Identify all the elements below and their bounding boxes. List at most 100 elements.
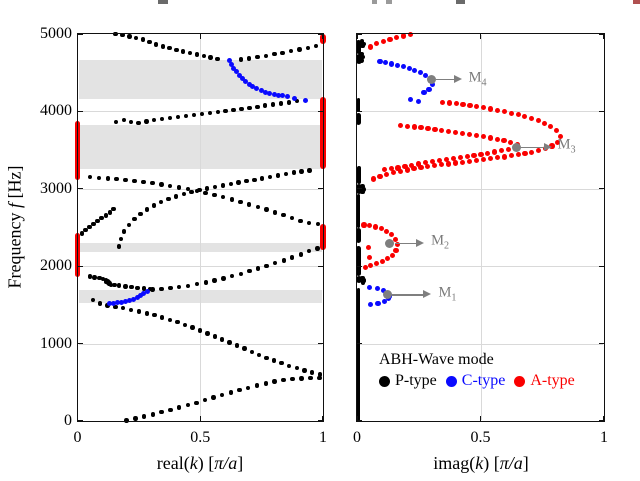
legend-item-p-type: P-type xyxy=(379,372,437,390)
axis-tick xyxy=(603,416,605,421)
a-type-data-point xyxy=(522,150,528,157)
p-type-data-point xyxy=(288,49,294,54)
a-type-data-point xyxy=(395,165,401,171)
a-type-data-point xyxy=(404,167,410,173)
p-type-data-point xyxy=(150,181,155,186)
a-type-data-point xyxy=(488,106,494,112)
axis-tick xyxy=(599,110,604,112)
p-type-data-point xyxy=(246,385,251,390)
p-type-data-point xyxy=(187,50,193,56)
axis-tick xyxy=(77,33,83,35)
p-type-data-point xyxy=(199,111,205,117)
p-type-data-point xyxy=(111,206,116,212)
c-type-data-point xyxy=(412,67,418,73)
p-type-data-point xyxy=(141,179,146,185)
a-type-data-point xyxy=(370,176,376,182)
p-type-data-point xyxy=(133,35,139,41)
p-type-data-point xyxy=(278,101,284,106)
a-type-data-point xyxy=(423,160,429,166)
p-type-data-point xyxy=(132,216,137,222)
p-type-data-point xyxy=(114,177,119,182)
a-type-data-point xyxy=(368,262,374,268)
vertical-gridline xyxy=(200,35,202,420)
y-tick-label: 0 xyxy=(64,412,72,429)
p-type-data-point xyxy=(185,403,190,408)
c-type-data-point xyxy=(366,284,372,290)
c-type-data-point xyxy=(275,92,281,98)
a-type-data-point xyxy=(407,32,414,38)
p-type-data-point xyxy=(264,355,269,360)
mode-label-subscript: 2 xyxy=(444,240,450,252)
a-type-data-point xyxy=(373,261,380,267)
p-type-data-point xyxy=(294,366,300,371)
axis-label-text: Frequency xyxy=(4,208,25,289)
a-type-data-point xyxy=(453,101,459,107)
p-type-data-point xyxy=(246,202,252,207)
a-type-data-point xyxy=(394,34,400,41)
p-type-data-point xyxy=(147,39,152,45)
axis-tick xyxy=(599,188,604,190)
p-type-data-point xyxy=(95,218,100,224)
p-type-data-point xyxy=(207,110,212,116)
p-type-data-point xyxy=(108,282,114,287)
axis-tick xyxy=(357,33,362,35)
p-type-data-point xyxy=(135,285,140,291)
a-type-data-point xyxy=(555,139,561,145)
a-type-data-point xyxy=(548,124,554,130)
p-type-data-point xyxy=(238,57,243,62)
p-type-data-point xyxy=(203,190,208,196)
p-type-data-point xyxy=(194,400,199,405)
p-type-data-point xyxy=(271,102,276,107)
p-type-data-point xyxy=(185,283,191,288)
cropped-caption-fragment xyxy=(633,0,640,4)
p-type-data-point xyxy=(294,99,300,104)
p-type-data-point xyxy=(246,56,252,61)
c-type-data-point xyxy=(280,93,286,99)
c-type-data-point xyxy=(226,57,232,63)
p-type-data-point xyxy=(361,41,366,46)
p-type-data-point xyxy=(97,276,102,281)
c-type-data-point xyxy=(271,91,277,97)
a-type-data-point xyxy=(439,99,445,105)
x-tick-label: 1 xyxy=(600,429,608,446)
mode-label: M3 xyxy=(558,137,576,156)
axis-label-text: π/a xyxy=(214,453,238,473)
p-type-data-point xyxy=(228,390,234,395)
p-type-data-point xyxy=(238,271,243,276)
c-type-data-point xyxy=(111,300,117,306)
a-type-data-point xyxy=(522,113,528,120)
axis-tick xyxy=(77,110,83,112)
p-type-data-point xyxy=(167,317,173,322)
c-type-data-point xyxy=(138,293,144,299)
a-type-data-point xyxy=(492,149,498,155)
p-type-data-point xyxy=(181,49,186,54)
p-type-segment xyxy=(355,276,362,284)
p-type-data-point xyxy=(197,187,202,193)
x-tick-label: 0 xyxy=(73,429,82,446)
p-type-data-point xyxy=(128,120,133,125)
p-type-data-point xyxy=(176,185,182,190)
c-type-data-point xyxy=(395,62,401,68)
axis-tick xyxy=(318,33,323,35)
c-type-data-point xyxy=(400,64,407,70)
p-type-data-point xyxy=(316,221,321,227)
a-type-data-point xyxy=(432,163,438,169)
legend-label-c-type: C-type xyxy=(461,372,506,389)
plot-frame xyxy=(356,33,605,422)
p-type-data-point xyxy=(307,220,312,225)
axis-tick xyxy=(599,33,604,35)
p-type-data-point xyxy=(280,50,285,55)
p-type-data-point xyxy=(92,275,97,280)
a-type-data-point xyxy=(411,166,417,172)
a-type-data-point xyxy=(409,162,415,168)
p-type-data-point xyxy=(307,168,312,173)
a-type-data-point xyxy=(508,110,514,116)
c-type-data-point xyxy=(107,301,113,307)
p-type-data-point xyxy=(159,286,164,292)
p-type-data-point xyxy=(79,231,85,236)
p-type-data-point xyxy=(159,410,164,415)
p-type-data-point xyxy=(201,53,206,59)
p-type-data-point xyxy=(234,343,240,348)
p-type-data-point xyxy=(360,43,365,49)
a-type-data-point xyxy=(460,159,466,165)
